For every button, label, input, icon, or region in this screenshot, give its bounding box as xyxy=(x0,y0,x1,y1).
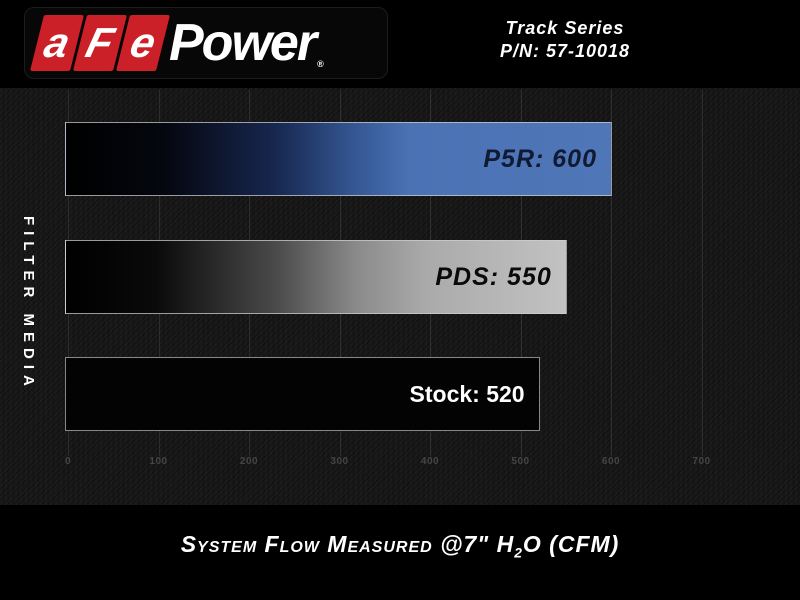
bar-stock: Stock: 520 xyxy=(65,357,540,431)
gridline xyxy=(611,90,612,456)
bar-label-p5r: P5R: 600 xyxy=(483,144,597,173)
bar-label-stock: Stock: 520 xyxy=(409,380,525,407)
x-tick-label: 700 xyxy=(692,456,711,467)
registered-mark: ® xyxy=(317,59,323,69)
x-tick-label: 600 xyxy=(601,456,621,467)
bar-label-pds: PDS: 550 xyxy=(435,262,552,291)
chart-plot-area: 0 100 200 300 400 500 600 700 FILTER MEDIA P5R:… xyxy=(0,88,800,505)
gridline xyxy=(701,90,703,456)
part-number: P/N: 57-10018 xyxy=(499,41,631,61)
y-axis-label-filter-media: FILTER MEDIA xyxy=(20,216,37,392)
bar-pds: PDS: 550 xyxy=(65,240,567,314)
x-tick-label: 500 xyxy=(511,456,530,467)
x-tick-label: 400 xyxy=(420,456,440,467)
afe-logo-red-blocks: a F e xyxy=(30,15,170,71)
series-info: Track Series P/N: 57-10018 xyxy=(455,18,675,62)
h2o-subscript: 2 xyxy=(514,545,523,561)
header-bar: a F e Power ® Track Series P/N: 57-10018 xyxy=(0,0,800,88)
x-tick-label: 200 xyxy=(239,456,259,467)
x-tick-label: 300 xyxy=(330,456,349,467)
footer-bar: System Flow Measured @7" H2O (CFM) xyxy=(0,505,800,600)
series-title: Track Series xyxy=(505,18,625,38)
bar-p5r: P5R: 600 xyxy=(65,122,612,196)
x-tick-label: 100 xyxy=(149,456,168,467)
x-tick-label: 0 xyxy=(64,456,72,467)
afe-power-logo: a F e Power ® xyxy=(24,7,388,79)
x-axis-caption: System Flow Measured @7" H2O (CFM) xyxy=(180,531,620,561)
logo-power-wordmark: Power ® xyxy=(169,14,324,72)
